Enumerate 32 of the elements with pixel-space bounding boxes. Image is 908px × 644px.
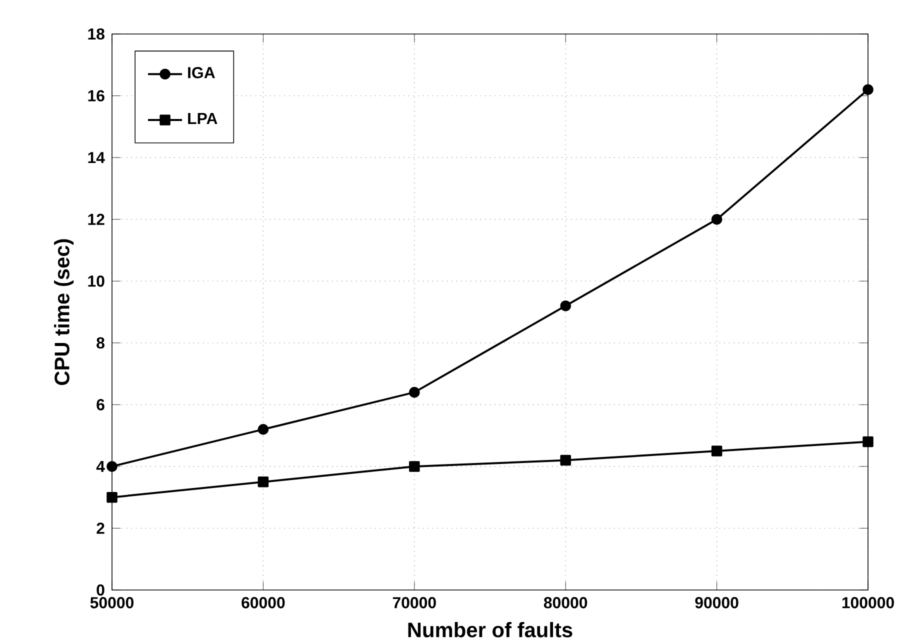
point <box>711 214 722 225</box>
point <box>711 446 722 456</box>
y-tick-label: 14 <box>88 152 105 164</box>
point <box>560 300 571 312</box>
x-tick-label: 50000 <box>90 597 134 608</box>
x-tick-label: 90000 <box>695 597 738 608</box>
y-tick-label: 10 <box>88 275 104 287</box>
point <box>258 476 269 488</box>
point <box>862 84 874 95</box>
x-tick-label: 60000 <box>242 597 285 608</box>
legend-label: LPA <box>188 113 218 124</box>
y-tick-label: 16 <box>88 90 104 102</box>
x-tick-label: 80000 <box>544 597 588 608</box>
legend-label: IGA <box>188 67 215 78</box>
point <box>862 436 874 448</box>
x-tick-label: 70000 <box>392 597 436 608</box>
point <box>409 461 420 472</box>
point <box>106 492 118 503</box>
y-tick-label: 8 <box>96 337 104 349</box>
point <box>106 461 118 472</box>
point <box>258 424 269 435</box>
y-tick-label: 6 <box>96 399 104 410</box>
y-tick-label: 12 <box>88 214 104 225</box>
y-axis-title: CPU time (sec) <box>54 239 74 385</box>
point <box>409 386 420 398</box>
x-axis-title: Number of faults <box>408 622 572 638</box>
x-tick-label: 100000 <box>842 597 894 608</box>
y-tick-label: 4 <box>96 460 105 472</box>
y-tick-label: 18 <box>88 28 104 40</box>
y-tick-label: 0 <box>96 584 104 596</box>
point <box>560 454 571 466</box>
y-tick-label: 2 <box>96 522 104 534</box>
